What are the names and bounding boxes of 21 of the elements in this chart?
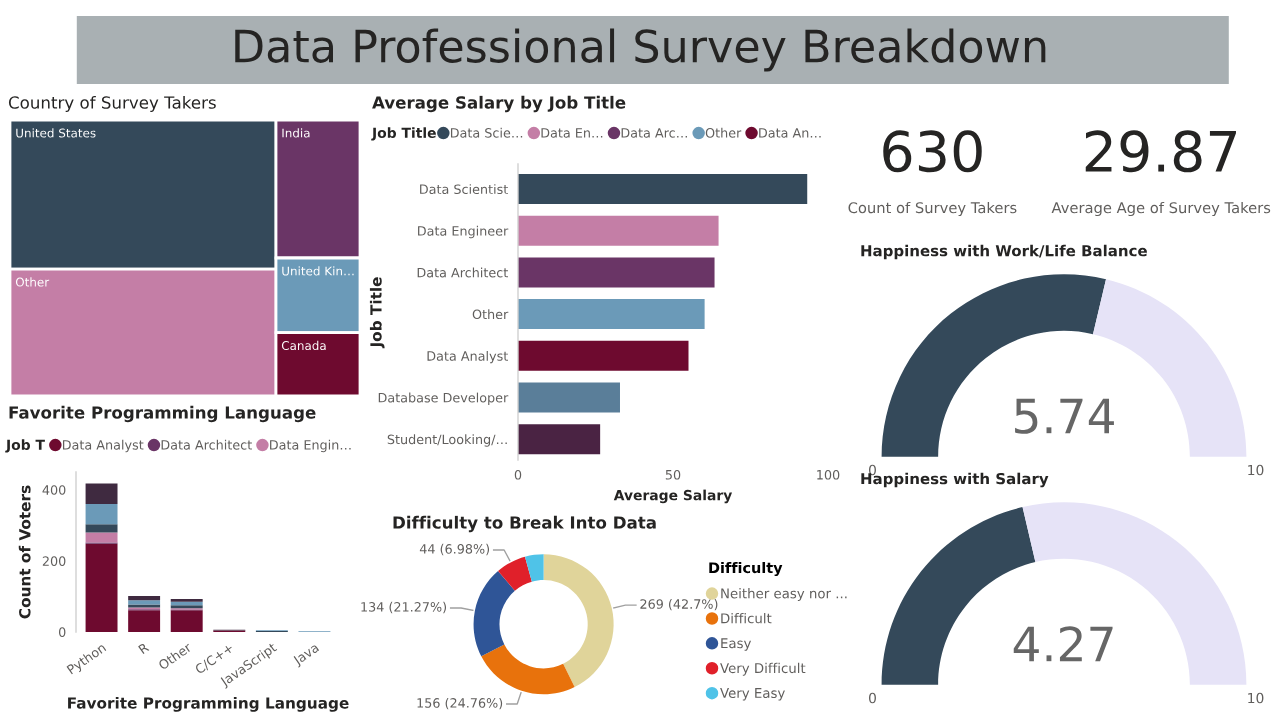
donut-slice bbox=[524, 554, 544, 582]
chart-title: Difficulty to Break Into Data bbox=[393, 515, 656, 533]
text: Data Professional Survey Breakdown bbox=[235, 28, 1046, 72]
data-label: 4.27 bbox=[1013, 626, 1113, 662]
bar bbox=[170, 610, 203, 632]
bar bbox=[85, 483, 118, 504]
chart-title: Average Salary by Job Title bbox=[372, 95, 626, 113]
text: 630 bbox=[883, 130, 982, 173]
bar bbox=[128, 610, 161, 632]
donut-slice bbox=[498, 556, 532, 591]
donut-slice bbox=[473, 571, 515, 657]
bar bbox=[85, 543, 118, 632]
text: Country of Survey Takers bbox=[8, 95, 216, 113]
chart-title: Favorite Programming Language bbox=[9, 405, 316, 423]
donut-slice bbox=[481, 644, 575, 695]
bar bbox=[85, 532, 118, 543]
bar bbox=[85, 504, 118, 525]
donut-slice bbox=[543, 554, 614, 688]
data-label: 5.74 bbox=[1015, 398, 1114, 434]
bar bbox=[85, 524, 118, 533]
text: 29.87 bbox=[1085, 130, 1236, 173]
